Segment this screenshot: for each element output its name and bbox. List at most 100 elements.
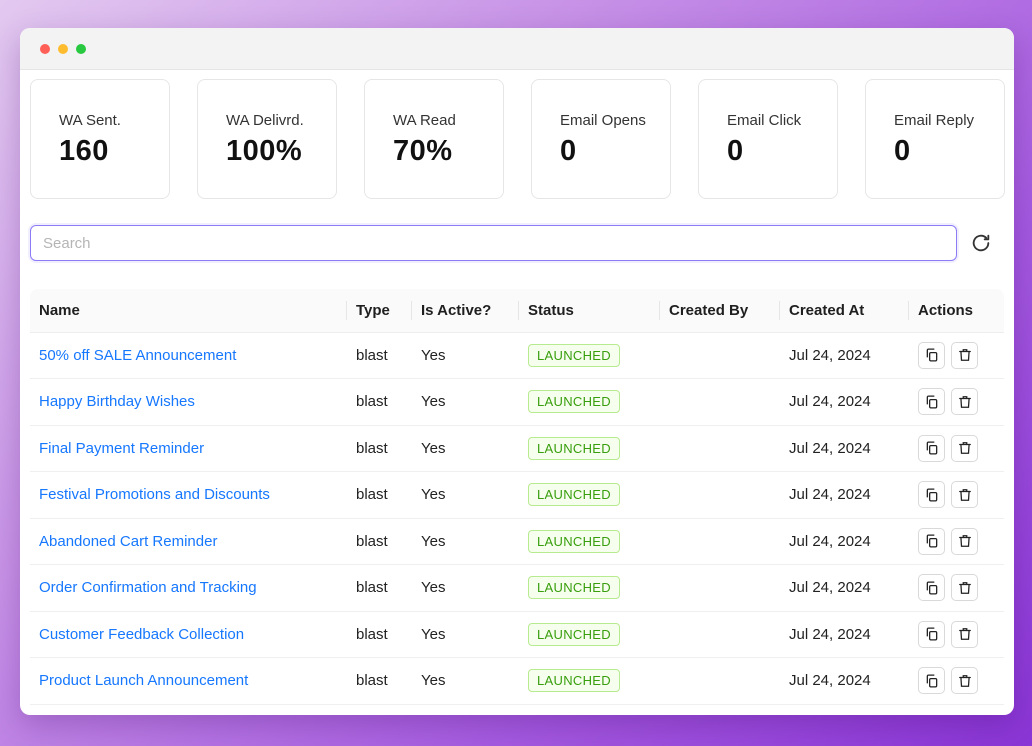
delete-button[interactable] — [951, 434, 978, 462]
campaign-created-at: Jul 24, 2024 — [780, 332, 909, 379]
campaign-active: Yes — [412, 518, 519, 565]
status-badge: LAUNCHED — [528, 343, 620, 367]
stats-row: WA Sent. 160 WA Delivrd. 100% WA Read 70… — [30, 79, 1010, 199]
column-header-created-by[interactable]: Created By — [660, 289, 780, 333]
table-header-row: Name Type Is Active? Status Created By C… — [30, 289, 1004, 333]
copy-button[interactable] — [918, 388, 945, 416]
campaign-type: blast — [347, 332, 412, 379]
trash-icon — [958, 535, 971, 548]
stat-value: 160 — [59, 135, 109, 167]
stat-value: 70% — [393, 135, 453, 167]
column-header-is-active[interactable]: Is Active? — [412, 289, 519, 333]
copy-button[interactable] — [918, 667, 945, 695]
close-window-button[interactable] — [40, 43, 50, 54]
status-badge: LAUNCHED — [528, 576, 620, 600]
campaign-type: blast — [347, 657, 412, 705]
status-badge: LAUNCHED — [528, 436, 620, 460]
campaign-name-link[interactable]: Abandoned Cart Reminder — [39, 532, 218, 550]
campaign-name-link[interactable]: Product Launch Announcement — [39, 672, 249, 690]
delete-button[interactable] — [951, 667, 978, 695]
stat-value: 0 — [727, 135, 744, 167]
delete-button[interactable] — [951, 341, 978, 369]
campaign-name-link[interactable]: Order Confirmation and Tracking — [39, 579, 257, 597]
table-row: Product Launch Announcement blast Yes LA… — [30, 657, 1004, 705]
copy-icon — [926, 395, 937, 409]
stat-label: Email Opens — [560, 112, 646, 129]
trash-icon — [958, 349, 971, 362]
table-row: 50% off SALE Announcement blast Yes LAUN… — [30, 332, 1004, 379]
campaign-active: Yes — [412, 657, 519, 705]
campaign-created-by — [660, 332, 780, 379]
status-badge: LAUNCHED — [528, 669, 620, 693]
campaign-name-link[interactable]: Final Payment Reminder — [39, 439, 205, 457]
campaign-created-by — [660, 657, 780, 705]
campaign-active: Yes — [412, 471, 519, 519]
stat-card-wa-read: WA Read 70% — [364, 79, 504, 199]
table-row: Happy Birthday Wishes blast Yes LAUNCHED… — [30, 378, 1004, 426]
campaign-type: blast — [347, 471, 412, 519]
copy-icon — [926, 488, 937, 502]
minimize-window-button[interactable] — [58, 43, 68, 54]
column-header-status[interactable]: Status — [519, 289, 660, 333]
campaign-created-at: Jul 24, 2024 — [780, 471, 909, 519]
stat-value: 0 — [560, 135, 577, 167]
campaign-created-at: Jul 24, 2024 — [780, 564, 909, 612]
column-header-type[interactable]: Type — [347, 289, 412, 333]
campaign-type: blast — [347, 425, 412, 472]
trash-icon — [958, 395, 971, 408]
stat-card-email-reply: Email Reply 0 — [865, 79, 1005, 199]
campaign-active: Yes — [412, 425, 519, 472]
copy-icon — [926, 627, 937, 641]
copy-button[interactable] — [918, 341, 945, 369]
campaign-active: Yes — [412, 332, 519, 379]
delete-button[interactable] — [951, 574, 978, 602]
copy-icon — [926, 348, 937, 362]
refresh-icon — [972, 234, 990, 252]
campaign-created-at: Jul 24, 2024 — [780, 378, 909, 426]
maximize-window-button[interactable] — [76, 43, 86, 54]
copy-button[interactable] — [918, 527, 945, 555]
campaign-created-by — [660, 425, 780, 472]
title-bar — [20, 28, 1014, 70]
stat-card-wa-delivered: WA Delivrd. 100% — [197, 79, 337, 199]
status-badge: LAUNCHED — [528, 390, 620, 414]
column-header-created-at[interactable]: Created At — [780, 289, 909, 333]
campaign-name-link[interactable]: Customer Feedback Collection — [39, 625, 245, 643]
copy-button[interactable] — [918, 620, 945, 648]
status-badge: LAUNCHED — [528, 622, 620, 646]
campaign-name-link[interactable]: Happy Birthday Wishes — [39, 393, 195, 411]
copy-button[interactable] — [918, 481, 945, 509]
campaign-created-by — [660, 564, 780, 612]
stat-card-email-click: Email Click 0 — [698, 79, 838, 199]
search-input[interactable] — [30, 225, 957, 261]
copy-icon — [926, 534, 937, 548]
campaign-type: blast — [347, 378, 412, 426]
stat-label: Email Reply — [894, 112, 975, 129]
copy-button[interactable] — [918, 574, 945, 602]
copy-button[interactable] — [918, 434, 945, 462]
stat-label: WA Sent. — [59, 112, 121, 129]
delete-button[interactable] — [951, 481, 978, 509]
copy-icon — [926, 441, 937, 455]
stat-label: WA Delivrd. — [226, 112, 304, 129]
campaign-name-link[interactable]: 50% off SALE Announcement — [39, 346, 237, 364]
delete-button[interactable] — [951, 527, 978, 555]
copy-icon — [926, 674, 937, 688]
campaign-name-link[interactable]: Festival Promotions and Discounts — [39, 486, 270, 504]
campaign-created-by — [660, 471, 780, 519]
campaigns-table: Name Type Is Active? Status Created By C… — [30, 289, 1004, 705]
table-row: Final Payment Reminder blast Yes LAUNCHE… — [30, 425, 1004, 472]
trash-icon — [958, 581, 971, 594]
status-badge: LAUNCHED — [528, 529, 620, 553]
stat-label: WA Read — [393, 112, 456, 129]
campaign-active: Yes — [412, 611, 519, 658]
delete-button[interactable] — [951, 620, 978, 648]
trash-icon — [958, 488, 971, 501]
column-header-actions: Actions — [909, 289, 1004, 333]
app-window: WA Sent. 160 WA Delivrd. 100% WA Read 70… — [20, 28, 1014, 715]
delete-button[interactable] — [951, 388, 978, 416]
campaign-type: blast — [347, 518, 412, 565]
column-header-name[interactable]: Name — [30, 289, 347, 333]
refresh-button[interactable] — [966, 228, 996, 258]
stat-card-email-opens: Email Opens 0 — [531, 79, 671, 199]
